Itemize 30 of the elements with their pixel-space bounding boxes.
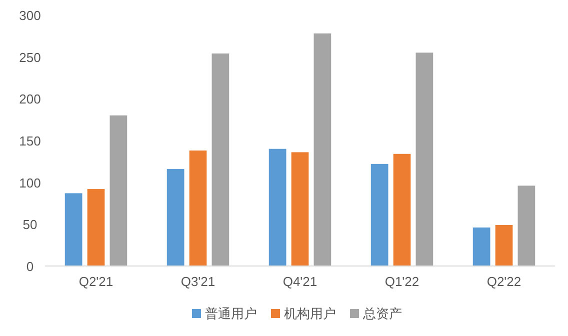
bar	[518, 186, 536, 266]
bar	[212, 53, 230, 266]
legend-label: 机构用户	[284, 306, 336, 321]
legend-label: 普通用户	[205, 306, 257, 321]
x-tick-label: Q3'21	[180, 274, 216, 289]
bar	[110, 115, 128, 266]
bar	[87, 189, 105, 266]
x-tick-label: Q1'22	[384, 274, 420, 289]
bar	[166, 168, 184, 266]
x-tick-label: Q2'21	[78, 274, 114, 289]
bar	[291, 152, 309, 266]
x-tick-label: Q4'21	[282, 274, 318, 289]
y-tick-label: 250	[19, 50, 41, 65]
bar	[314, 33, 332, 266]
bar	[268, 148, 286, 266]
bar	[64, 193, 82, 266]
bar	[495, 225, 513, 266]
y-tick-label: 100	[19, 175, 41, 190]
x-tick-label: Q2'22	[486, 274, 522, 289]
y-tick-label: 200	[19, 92, 41, 107]
y-tick-label: 150	[19, 134, 41, 148]
y-tick-label: 50	[22, 217, 38, 232]
y-tick-label: 300	[19, 8, 41, 23]
bar	[189, 150, 207, 266]
bar	[370, 164, 388, 266]
bar	[472, 228, 490, 266]
bar	[393, 154, 411, 266]
bar	[416, 52, 434, 266]
y-tick-label: 0	[26, 259, 34, 274]
legend-label: 总资产	[362, 306, 402, 321]
